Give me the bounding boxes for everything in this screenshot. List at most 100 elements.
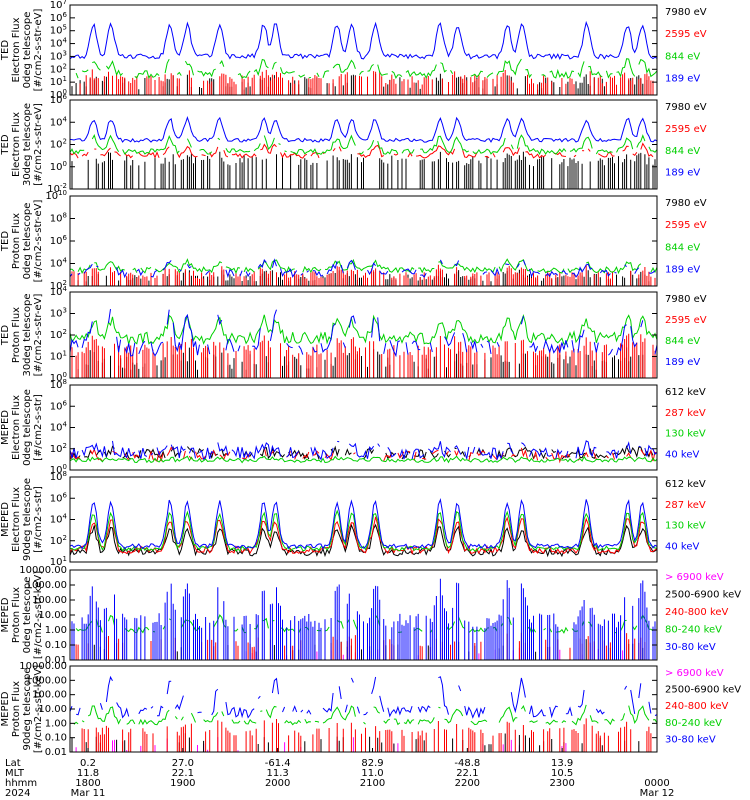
- y-axis-label-line: 90deg telescope: [22, 667, 33, 750]
- panel-8: 0.01 0.10 1.00 10.00 100.00 1000.00 10000.00 ME…: [0, 661, 741, 758]
- y-axis-label-line: Proton Flux: [11, 681, 22, 737]
- legend-item: 80-240 keV: [665, 718, 722, 729]
- series-line-80-240-kev: [76, 615, 657, 633]
- y-tick-label: 102: [50, 62, 67, 75]
- legend-item: 2595 eV: [665, 220, 707, 231]
- series-line-30-80-kev: [69, 578, 658, 660]
- series-line-240-800-kev: [81, 718, 658, 752]
- legend-item: 2500-6900 keV: [665, 685, 741, 696]
- x-tick-mlt: 22.1: [456, 768, 478, 779]
- legend-item: > 6900 keV: [665, 668, 724, 679]
- series-line-7980-ev: [69, 347, 658, 378]
- series-line-189-ev: [69, 309, 658, 358]
- y-axis-label-line: 0deg telescope: [22, 389, 33, 466]
- x-tick-hhmm: 2200: [455, 778, 480, 789]
- y-axis-label-line: 0deg telescope: [22, 577, 33, 654]
- series-line-189-ev: [69, 258, 656, 279]
- y-tick-label: 105: [50, 24, 67, 37]
- panel-frame: [69, 195, 658, 287]
- y-tick-label: 101: [50, 75, 67, 88]
- legend-item: 287 keV: [665, 500, 706, 511]
- series-line-40-kev: [69, 498, 658, 550]
- x-tick-lat: 27.0: [172, 758, 194, 769]
- y-tick-label: 106: [50, 11, 68, 24]
- legend-item: 612 keV: [665, 479, 706, 490]
- legend-item: 2595 eV: [665, 124, 707, 135]
- series-line-287-kev: [69, 516, 658, 556]
- y-axis-label-line: MEPED: [0, 597, 11, 632]
- legend-item: 7980 eV: [665, 7, 707, 18]
- y-axis-label-line: TED: [0, 40, 11, 61]
- x-tick-hhmm: 2000: [265, 778, 290, 789]
- y-tick-label: 104: [50, 285, 68, 298]
- series-line-130-kev: [69, 509, 658, 552]
- legend-item: 844 eV: [665, 51, 700, 62]
- x-row-label: Lat: [5, 758, 21, 769]
- series-line-40-kev: [69, 440, 658, 461]
- y-tick-label: 102: [50, 534, 67, 547]
- y-tick-label: 102: [50, 442, 67, 455]
- y-axis-label-line: [#/cm2-s-str-eV]: [33, 294, 44, 377]
- legend-item: 240-800 keV: [665, 607, 729, 618]
- series-line-844-ev: [69, 313, 658, 346]
- y-tick-label: 104: [50, 115, 68, 128]
- x-tick-hhmm: 1800: [75, 778, 100, 789]
- x-tick-hhmm: 1900: [170, 778, 195, 789]
- x-tick-mlt: 10.5: [551, 768, 573, 779]
- y-tick-label: 103: [50, 49, 67, 62]
- y-tick-label: 104: [50, 513, 68, 526]
- legend-item: 189 eV: [665, 73, 700, 84]
- x-tick-lat: 0.2: [80, 758, 96, 769]
- legend-item: 7980 eV: [665, 198, 707, 209]
- series-line-844-ev: [70, 258, 658, 275]
- legend-item: 844 eV: [665, 336, 700, 347]
- y-tick-label: 0.10: [45, 733, 67, 744]
- legend-item: 844 eV: [665, 242, 700, 253]
- y-tick-label: 106: [50, 93, 68, 106]
- y-tick-label: 1.00: [45, 718, 67, 729]
- series-line-30-80-kev: [69, 675, 658, 719]
- legend-item: 40 keV: [665, 449, 699, 460]
- y-axis-label-line: TED: [0, 325, 11, 346]
- x-tick-mlt: 22.1: [172, 768, 194, 779]
- legend-item: 30-80 keV: [665, 642, 716, 653]
- y-axis-label-line: 0deg telescope: [22, 203, 33, 280]
- y-axis-label-line: [#/cm2-s-str-eV]: [33, 9, 44, 92]
- y-axis-label-line: Proton Flux: [11, 587, 22, 643]
- y-tick-label: 103: [50, 307, 67, 320]
- y-tick-label: 107: [50, 0, 67, 11]
- x-tick-hhmm: 2300: [549, 778, 574, 789]
- panel-frame: [69, 665, 658, 753]
- y-axis-label-line: TED: [0, 231, 11, 252]
- x-tick-hhmm: 2100: [360, 778, 385, 789]
- legend-item: 189 eV: [665, 264, 700, 275]
- series-line-844-ev: [75, 58, 658, 80]
- y-axis-label-line: MEPED: [0, 502, 11, 537]
- y-tick-label: 10.00: [38, 704, 67, 715]
- legend-item: 2595 eV: [665, 315, 707, 326]
- y-tick-label: 0.01: [45, 747, 67, 758]
- series-line-2595-ev: [71, 264, 656, 286]
- y-tick-label: 108: [50, 212, 67, 225]
- y-axis-label-line: [#/cm2-s-str-keV]: [33, 665, 44, 753]
- y-axis-label-line: Proton Flux: [11, 213, 22, 269]
- y-tick-label: 102: [50, 328, 67, 341]
- x-tick-lat: -61.4: [265, 758, 291, 769]
- y-tick-label: 100.00: [32, 690, 67, 701]
- legend-item: 40 keV: [665, 541, 699, 552]
- y-axis-label-line: MEPED: [0, 410, 11, 445]
- series-line-844-ev: [69, 133, 658, 156]
- x-tick-mlt: 11.0: [361, 768, 383, 779]
- y-tick-label: 106: [50, 399, 68, 412]
- x-row-label: MLT: [5, 768, 25, 779]
- series-line-80-240-kev: [73, 704, 658, 726]
- legend-item: > 6900 keV: [665, 572, 724, 583]
